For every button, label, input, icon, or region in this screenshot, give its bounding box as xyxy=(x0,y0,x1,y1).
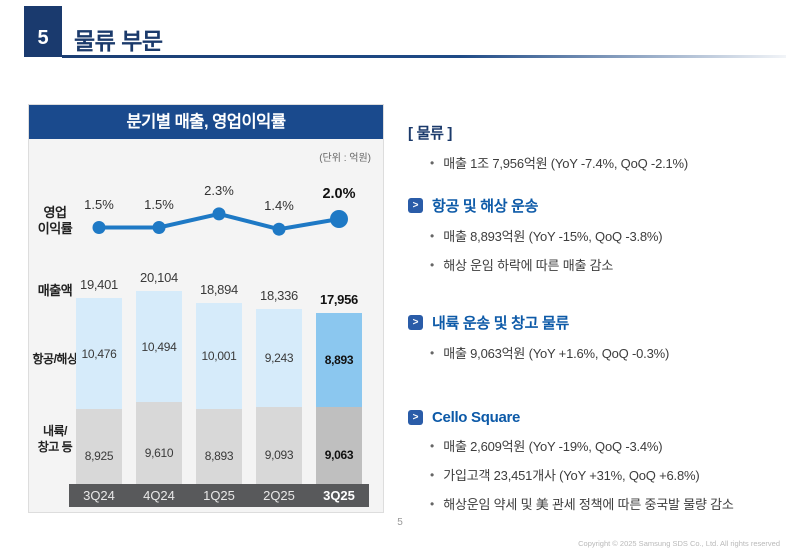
row-label-operating-margin-line1: 영업 xyxy=(43,205,67,220)
operating-margin-label: 1.5% xyxy=(84,196,114,212)
section-heading: > 항공 및 해상 운송 xyxy=(408,195,792,216)
bullet-text: 매출 2,609억원 (YoY -19%, QoQ -3.4%) xyxy=(443,439,663,454)
section-title: [ 물류 ] xyxy=(408,125,453,142)
air-sea-value: 9,243 xyxy=(264,351,294,365)
row-label-inland-warehouse: 내륙/ 창고 등 xyxy=(33,423,77,455)
row-label-inland-line2: 창고 등 xyxy=(37,440,73,454)
section-title: Cello Square xyxy=(432,409,521,426)
page-number: 5 xyxy=(397,517,403,528)
section-title: 내륙 운송 및 창고 물류 xyxy=(432,315,569,332)
inland-value: 9,093 xyxy=(264,448,294,462)
section-number-box: 5 xyxy=(24,6,62,57)
row-label-operating-margin-line2: 이익률 xyxy=(37,221,73,236)
line-marker xyxy=(272,222,286,236)
note-section: > 항공 및 해상 운송 • 매출 8,893억원 (YoY -15%, QoQ -3… xyxy=(408,195,792,286)
air-sea-value: 8,893 xyxy=(324,353,354,367)
note-section: [ 물류 ] • 매출 1조 7,956억원 (YoY -7.4%, QoQ -2.… xyxy=(408,122,792,184)
bullet-item: • 매출 9,063억원 (YoY +1.6%, QoQ -0.3%) xyxy=(430,345,792,362)
x-axis-band: 3Q24 4Q24 1Q25 2Q25 3Q25 xyxy=(69,484,369,507)
bar-total-label: 18,894 xyxy=(200,282,238,297)
unit-label: (단위 : 억원) xyxy=(319,153,371,164)
chart-panel-title: 분기별 매출, 영업이익률 xyxy=(29,105,383,139)
operating-margin-label: 1.4% xyxy=(264,198,294,214)
operating-margin-label: 1.5% xyxy=(144,196,174,212)
bullet-text: 매출 1조 7,956억원 (YoY -7.4%, QoQ -2.1%) xyxy=(443,156,689,171)
bullet-dot-icon: • xyxy=(430,156,435,170)
arrow-icon: > xyxy=(408,315,423,330)
bullet-item: • 해상 운임 하락에 따른 매출 감소 xyxy=(430,257,792,274)
row-label-air-sea: 항공/해상 xyxy=(32,352,79,366)
bar-segment-air-sea: 9,243 xyxy=(256,309,302,407)
bullet-item: • 매출 2,609억원 (YoY -19%, QoQ -3.4%) xyxy=(430,438,792,455)
bar-segment-air-sea: 10,476 xyxy=(76,298,122,409)
note-section: > Cello Square • 매출 2,609억원 (YoY -19%, QoQ … xyxy=(408,409,792,525)
row-label-operating-margin: 영업 이익률 xyxy=(33,205,77,237)
bar-total-label: 20,104 xyxy=(140,270,178,285)
bullet-item: • 가입고객 23,451개사 (YoY +31%, QoQ +6.8%) xyxy=(430,467,792,484)
section-heading: [ 물류 ] xyxy=(408,122,792,143)
inland-value: 8,893 xyxy=(204,449,234,463)
bullet-item: • 매출 1조 7,956억원 (YoY -7.4%, QoQ -2.1%) xyxy=(430,155,792,172)
bar-total-label: 19,401 xyxy=(80,277,118,292)
bullet-text: 해상운임 약세 및 美 관세 정책에 따른 중국발 물량 감소 xyxy=(443,497,734,512)
note-section: > 내륙 운송 및 창고 물류 • 매출 9,063억원 (YoY +1.6%, Qo… xyxy=(408,312,792,374)
air-sea-value: 10,001 xyxy=(201,349,237,363)
bullet-text: 매출 9,063억원 (YoY +1.6%, QoQ -0.3%) xyxy=(443,346,670,361)
notes-column: [ 물류 ] • 매출 1조 7,956억원 (YoY -7.4%, QoQ -2.… xyxy=(408,104,792,519)
line-marker xyxy=(92,221,106,234)
x-axis-label: 1Q25 xyxy=(203,488,235,503)
bar-total-label: 17,956 xyxy=(320,292,358,307)
x-axis-label: 3Q24 xyxy=(83,488,115,503)
arrow-icon: > xyxy=(408,410,423,425)
line-marker xyxy=(212,207,226,221)
bullet-text: 해상 운임 하락에 따른 매출 감소 xyxy=(443,258,614,273)
bullet-text: 가입고객 23,451개사 (YoY +31%, QoQ +6.8%) xyxy=(443,468,700,483)
page-title: 물류 부문 xyxy=(74,28,163,54)
x-axis-label: 3Q25 xyxy=(323,488,355,503)
inland-value: 9,610 xyxy=(144,445,174,460)
air-sea-value: 10,494 xyxy=(141,339,177,354)
section-number: 5 xyxy=(37,27,49,49)
bullet-dot-icon: • xyxy=(430,497,435,511)
line-marker xyxy=(152,221,166,234)
inland-value: 8,925 xyxy=(84,449,114,463)
bullet-item: • 매출 8,893억원 (YoY -15%, QoQ -3.8%) xyxy=(430,228,792,245)
bar-segment-air-sea: 10,001 xyxy=(196,303,242,409)
operating-margin-label: 2.3% xyxy=(204,182,234,198)
operating-margin-label: 2.0% xyxy=(322,186,356,202)
bar-segment-air-sea: 8,893 xyxy=(316,313,362,407)
air-sea-value: 10,476 xyxy=(81,346,117,361)
inland-value: 9,063 xyxy=(324,448,354,462)
row-label-inland-line1: 내륙/ xyxy=(43,424,67,438)
x-axis-label: 2Q25 xyxy=(263,488,295,503)
section-heading: > Cello Square xyxy=(408,409,792,426)
copyright: Copyright © 2025 Samsung SDS Co., Ltd. A… xyxy=(578,539,780,548)
chart-panel: 분기별 매출, 영업이익률 (단위 : 억원) 영업 이익률 매출액 항공/해상… xyxy=(28,104,384,513)
section-title: 항공 및 해상 운송 xyxy=(432,198,539,215)
x-axis-label: 4Q24 xyxy=(143,488,175,503)
row-label-revenue: 매출액 xyxy=(37,283,73,298)
bullet-dot-icon: • xyxy=(430,439,435,453)
line-marker xyxy=(330,210,348,228)
arrow-icon: > xyxy=(408,198,423,213)
bullet-text: 매출 8,893억원 (YoY -15%, QoQ -3.8%) xyxy=(443,229,663,244)
section-heading: > 내륙 운송 및 창고 물류 xyxy=(408,312,792,333)
bullet-item: • 해상운임 약세 및 美 관세 정책에 따른 중국발 물량 감소 xyxy=(430,496,792,513)
bullet-dot-icon: • xyxy=(430,229,435,243)
bullet-dot-icon: • xyxy=(430,258,435,272)
bullet-dot-icon: • xyxy=(430,468,435,482)
bullet-dot-icon: • xyxy=(430,346,435,360)
header-rule xyxy=(62,55,786,58)
bar-segment-air-sea: 10,494 xyxy=(136,291,182,402)
bar-total-label: 18,336 xyxy=(260,288,298,303)
